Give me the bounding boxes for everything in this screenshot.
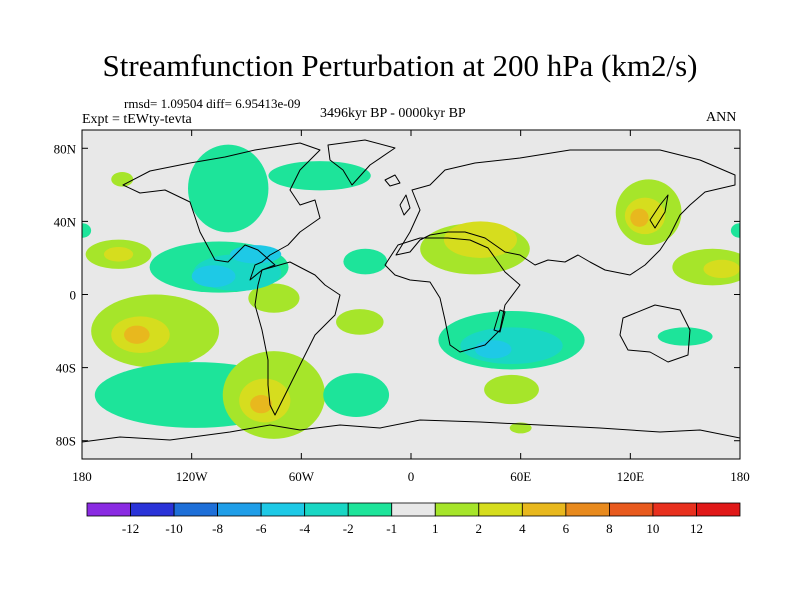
x-tick-label-0: 180 <box>72 469 92 484</box>
colorbar-label-5: -2 <box>343 521 354 536</box>
colorbar-swatch-4 <box>260 502 306 517</box>
colorbar-swatch-5 <box>304 502 349 517</box>
anomaly-contour-14 <box>484 374 539 405</box>
y-tick-label-2: 0 <box>70 288 77 303</box>
anomaly-contour-30 <box>230 245 282 264</box>
south-america-coastline <box>254 261 341 416</box>
colorbar-swatch-11 <box>565 502 610 517</box>
anomaly-contour-29 <box>191 265 236 288</box>
colorbar-label-3: -6 <box>256 521 267 536</box>
anomaly-contour-25 <box>443 221 518 258</box>
x-tick-label-6: 180 <box>730 469 750 484</box>
anomaly-contour-10 <box>336 309 384 335</box>
colorbar-label-10: 6 <box>563 521 570 536</box>
colorbar-label-0: -12 <box>122 521 139 536</box>
x-tick-label-2: 60W <box>289 469 315 484</box>
colorbar-label-4: -4 <box>299 521 310 536</box>
colorbar-swatch-13 <box>652 502 697 517</box>
anomaly-contour-11 <box>323 373 390 417</box>
north-america-coastline <box>122 142 321 281</box>
anomaly-contour-31 <box>124 325 150 344</box>
experiment-label: Expt = tEWty-tevta <box>82 112 192 127</box>
colorbar-label-11: 8 <box>606 521 613 536</box>
anomaly-contour-28 <box>703 259 740 279</box>
colorbar-swatch-9 <box>478 502 523 517</box>
anomaly-contour-2 <box>188 144 269 233</box>
colorbar-swatch-7 <box>391 502 436 517</box>
anomaly-contour-8 <box>248 283 300 313</box>
time-period-label: 3496kyr BP - 0000kyr BP <box>320 106 466 121</box>
british-isles-coastline <box>399 194 411 216</box>
colorbar-label-12: 10 <box>646 521 659 536</box>
colorbar: -12 -10 -8 -6 -4 -2 -1 1 2 4 6 8 10 12 <box>86 502 741 536</box>
y-tick-label-0: 80N <box>54 141 77 156</box>
colorbar-swatch-8 <box>434 502 480 517</box>
anomaly-contour-4 <box>111 172 134 187</box>
colorbar-swatch-12 <box>609 502 654 517</box>
rmsd-diff-stats: rmsd= 1.09504 diff= 6.95413e-09 <box>124 96 301 111</box>
colorbar-label-7: 1 <box>432 521 439 536</box>
iceland-coastline <box>384 174 401 187</box>
colorbar-label-13: 12 <box>690 521 703 536</box>
y-axis-ticks: 80N 40N 0 40S 80S <box>54 141 740 449</box>
anomaly-contour-34 <box>630 208 649 227</box>
y-tick-label-4: 80S <box>56 434 76 449</box>
anomaly-contour-9 <box>343 248 388 275</box>
anomaly-contour-19 <box>730 223 740 238</box>
colorbar-label-2: -8 <box>212 521 223 536</box>
y-tick-label-1: 40N <box>54 214 77 229</box>
colorbar-label-1: -10 <box>165 521 182 536</box>
greenland-coastline <box>327 139 396 186</box>
anomaly-contour-32 <box>250 395 273 414</box>
x-tick-label-3: 0 <box>408 469 415 484</box>
colorbar-swatch-6 <box>347 502 393 517</box>
australia-coastline <box>619 304 691 363</box>
colorbar-swatch-10 <box>521 502 567 517</box>
colorbar-swatch-1 <box>130 502 175 517</box>
coastlines <box>82 139 740 443</box>
contour-fills <box>82 144 740 439</box>
eurasia-coastline <box>395 149 736 276</box>
anomaly-contour-3 <box>268 161 371 191</box>
anomaly-contour-26 <box>460 327 563 364</box>
colorbar-swatch-3 <box>217 502 262 517</box>
x-tick-label-5: 120E <box>617 469 645 484</box>
colorbar-swatch-0 <box>86 502 131 517</box>
colorbar-label-8: 2 <box>476 521 483 536</box>
x-tick-label-4: 60E <box>510 469 531 484</box>
colorbar-label-9: 4 <box>519 521 526 536</box>
anomaly-contour-18 <box>657 327 713 346</box>
colorbar-label-6: -1 <box>386 521 397 536</box>
x-axis-ticks: 180 120W 60W 0 60E 120E 180 <box>72 130 750 484</box>
anomaly-contour-20 <box>82 223 92 238</box>
chart-title: Streamfunction Perturbation at 200 hPa (… <box>102 48 698 83</box>
x-tick-label-1: 120W <box>176 469 209 484</box>
madagascar-coastline <box>493 309 506 333</box>
anomaly-contour-33 <box>474 340 512 359</box>
y-tick-label-3: 40S <box>56 361 76 376</box>
antarctica-coastline <box>82 419 740 443</box>
colorbar-swatch-14 <box>696 502 741 517</box>
season-label: ANN <box>706 110 737 125</box>
japan-coastline <box>649 194 669 229</box>
anomaly-contour-21 <box>103 246 134 262</box>
anomaly-contour-15 <box>509 422 532 434</box>
colorbar-swatch-2 <box>173 502 218 517</box>
